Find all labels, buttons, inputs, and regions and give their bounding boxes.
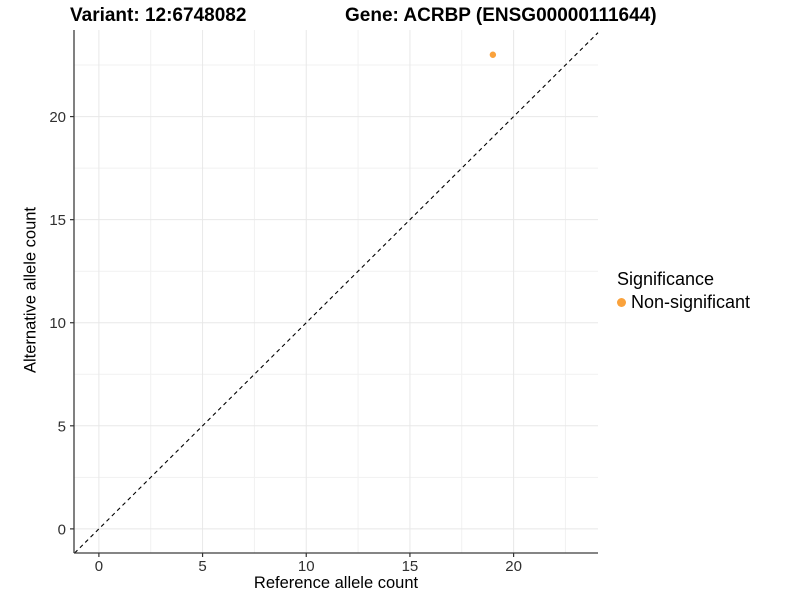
plot-title-variant: Variant: 12:6748082 <box>70 5 247 26</box>
x-tick-label: 10 <box>298 558 315 575</box>
legend: Significance Non-significant <box>617 269 750 312</box>
x-tick-label: 20 <box>505 558 522 575</box>
legend-item-label: Non-significant <box>631 292 751 312</box>
y-tick-label: 10 <box>49 315 66 332</box>
data-point <box>489 51 497 58</box>
y-axis-title: Alternative allele count <box>21 206 40 374</box>
legend-title: Significance <box>617 269 715 289</box>
x-tick-label: 0 <box>95 558 103 575</box>
y-tick-label: 15 <box>49 212 66 229</box>
legend-item: Non-significant <box>617 293 750 312</box>
y-tick-label: 0 <box>58 521 66 538</box>
y-tick-label: 5 <box>58 418 66 435</box>
plot-title-gene: Gene: ACRBP (ENSG00000111644) <box>345 5 657 26</box>
y-tick-label: 20 <box>49 109 66 126</box>
x-tick-label: 5 <box>198 558 206 575</box>
x-tick-label: 15 <box>402 558 419 575</box>
legend-point-swatch <box>617 298 626 307</box>
x-axis-title: Reference allele count <box>253 574 419 592</box>
identity-reference-line <box>74 32 599 554</box>
